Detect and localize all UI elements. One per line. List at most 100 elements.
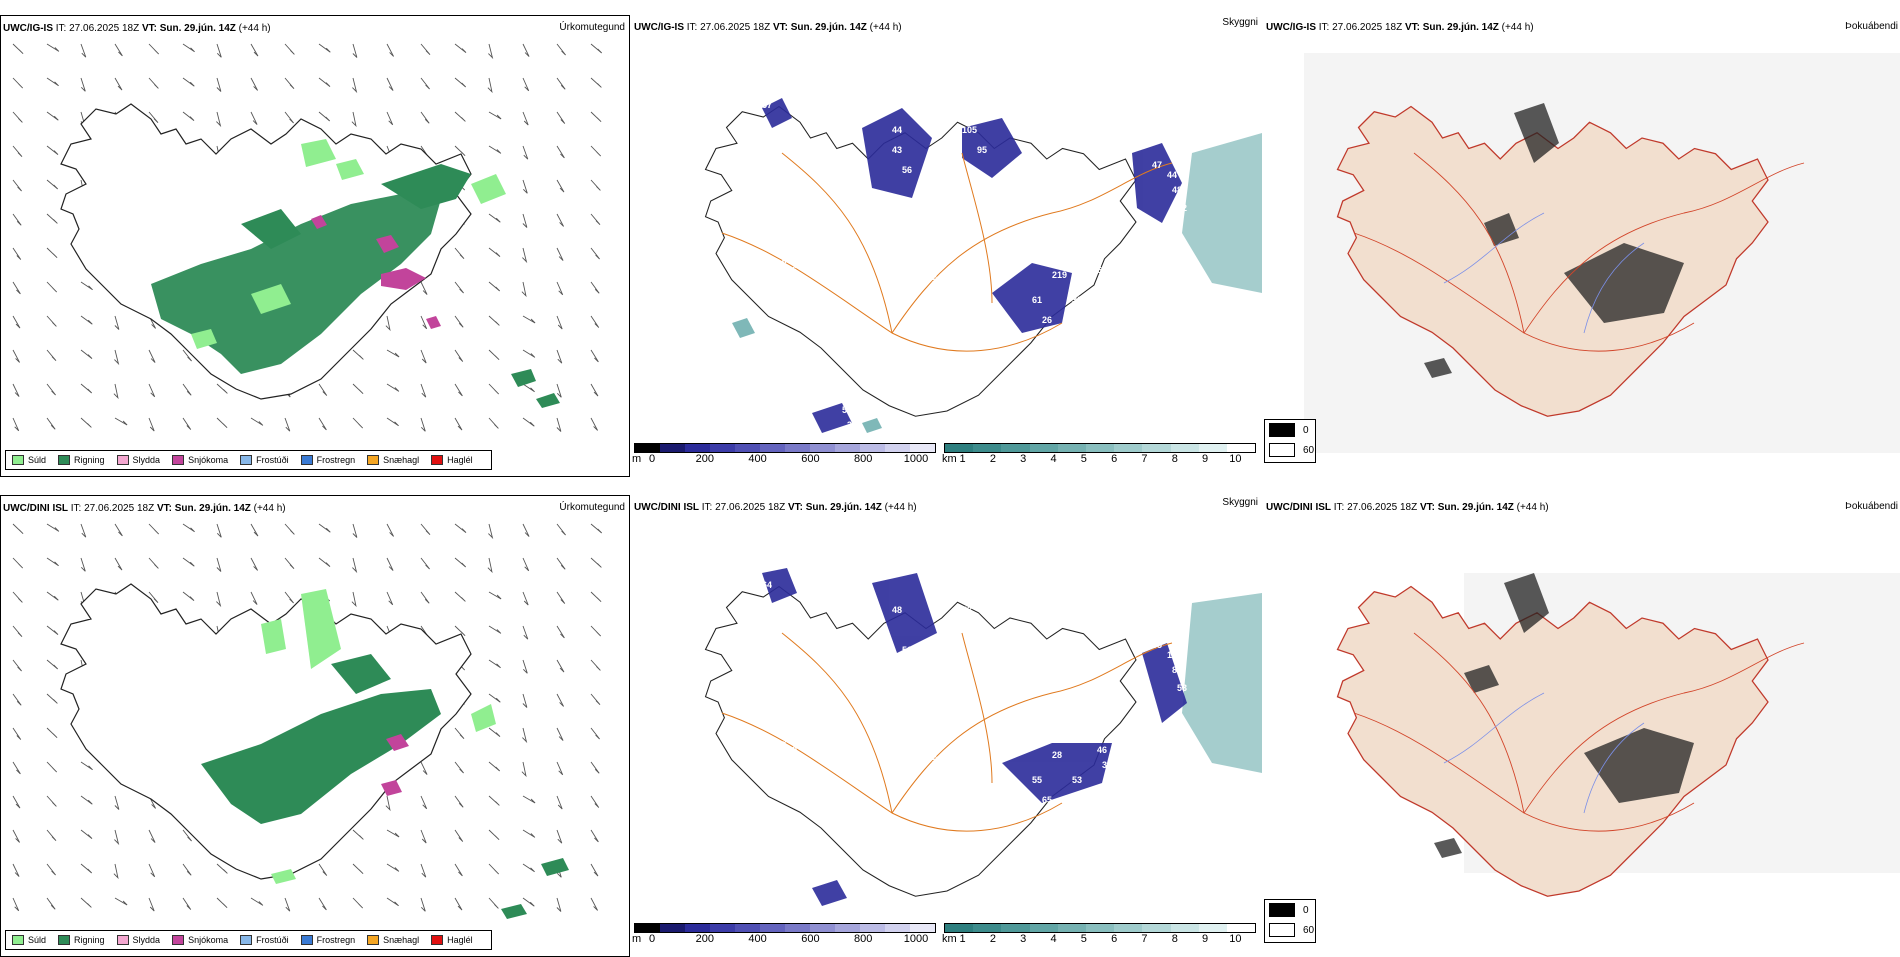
legend-item-snow: Snjókoma bbox=[172, 455, 228, 465]
panel-header: UWC/IG-IS IT: 27.06.2025 18Z VT: Sun. 29… bbox=[1266, 22, 1534, 33]
wind-barb bbox=[46, 625, 59, 635]
wind-barb bbox=[454, 761, 464, 774]
ceiling-value-label: 67 bbox=[1112, 205, 1122, 215]
wind-barb bbox=[148, 591, 159, 604]
ceiling-value-label: 20 bbox=[922, 255, 932, 265]
wind-barb bbox=[352, 557, 358, 574]
wind-barb bbox=[386, 523, 394, 537]
colorbar-tick-label: 8 bbox=[1171, 933, 1178, 945]
wind-barb bbox=[386, 111, 394, 126]
wind-barb bbox=[46, 523, 60, 532]
legend-item-snow-pellets: Snæhagl bbox=[367, 455, 419, 465]
colorbar-segment bbox=[973, 924, 1002, 932]
wind-barb bbox=[556, 557, 566, 570]
wind-barb bbox=[420, 77, 430, 90]
panel-header: UWC/DINI ISL IT: 27.06.2025 18Z VT: Sun.… bbox=[634, 502, 917, 513]
wind-barb bbox=[487, 77, 493, 94]
colorbar-segment bbox=[973, 444, 1002, 452]
ceiling-value-label: 302 bbox=[1072, 295, 1087, 305]
wind-barb bbox=[12, 247, 22, 260]
wind-barb bbox=[46, 77, 59, 87]
wind-barb bbox=[216, 523, 222, 538]
wind-barb bbox=[556, 247, 564, 261]
wind-barb bbox=[590, 625, 602, 637]
ceiling-value-label: 64 bbox=[762, 580, 772, 590]
colorbar-segment bbox=[785, 444, 810, 452]
iceland-outline bbox=[1336, 105, 1769, 417]
wind-barb bbox=[590, 247, 600, 260]
colorbar-segment bbox=[810, 924, 835, 932]
ceiling-value-label: 219 bbox=[1052, 270, 1067, 280]
wind-barb bbox=[386, 897, 399, 907]
wind-barb bbox=[487, 557, 493, 574]
wind-barb bbox=[385, 315, 391, 332]
wind-barb bbox=[12, 557, 24, 569]
wind-barb bbox=[250, 557, 258, 571]
wind-barb bbox=[522, 693, 528, 708]
wind-barb bbox=[590, 829, 599, 843]
wind-barb bbox=[12, 761, 21, 775]
wind-barb bbox=[46, 315, 57, 327]
wind-barb bbox=[46, 145, 59, 155]
ceiling-value-label: 38 bbox=[1102, 760, 1112, 770]
wind-barb bbox=[454, 247, 465, 260]
legend-swatch bbox=[431, 455, 444, 465]
wind-barb bbox=[522, 897, 535, 907]
ceiling-value-label: 47 bbox=[1152, 160, 1162, 170]
precip-panel-dini: UWC/DINI ISL IT: 27.06.2025 18Z VT: Sun.… bbox=[0, 495, 630, 957]
ceiling-value-label: 65 bbox=[1042, 795, 1052, 805]
colorbar-segment bbox=[1114, 924, 1143, 932]
wind-barb bbox=[488, 727, 501, 737]
colorbar-segment bbox=[785, 924, 810, 932]
ceiling-value-label: 46 bbox=[1097, 745, 1107, 755]
wind-barb bbox=[80, 315, 93, 325]
wind-barb bbox=[522, 111, 529, 126]
rivers bbox=[1443, 212, 1645, 334]
colorbar-segment bbox=[860, 444, 885, 452]
colorbar-tick-label: 5 bbox=[1080, 453, 1087, 465]
wind-barb bbox=[522, 863, 535, 873]
wind-barb bbox=[420, 43, 431, 56]
colorbar-tick-label: 10 bbox=[1229, 453, 1242, 465]
wind-barb bbox=[556, 625, 565, 639]
wind-barb bbox=[522, 591, 529, 606]
wind-barb bbox=[420, 591, 430, 604]
wind-barb bbox=[420, 349, 427, 364]
colorbar-segment bbox=[885, 924, 910, 932]
colorbar-segment bbox=[945, 444, 974, 452]
colorbar-segment bbox=[635, 444, 660, 452]
visibility-colorbar-fill bbox=[944, 923, 1256, 933]
wind-barb bbox=[590, 179, 601, 191]
wind-barb bbox=[12, 417, 20, 432]
wind-barb bbox=[590, 315, 600, 328]
colorbar-tick-label: 200 bbox=[695, 453, 714, 465]
panel-header: UWC/DINI ISL IT: 27.06.2025 18Z VT: Sun.… bbox=[1266, 502, 1549, 513]
wind-barb bbox=[148, 417, 155, 432]
colorbar-segment bbox=[810, 444, 835, 452]
wind-barb bbox=[590, 145, 602, 157]
wind-barb bbox=[386, 43, 394, 57]
wind-barb bbox=[352, 863, 364, 875]
colorbar-tick-label: 4 bbox=[1050, 453, 1057, 465]
wind-barb bbox=[12, 111, 23, 123]
colorbar-segment bbox=[685, 924, 710, 932]
wind-barb bbox=[386, 77, 394, 91]
ceiling-value-label: 93 bbox=[782, 735, 792, 745]
ceiling-value-label: 57 bbox=[932, 755, 942, 765]
wind-barb bbox=[148, 863, 156, 878]
ceiling-value-label: 105 bbox=[962, 125, 977, 135]
wind-barb bbox=[488, 761, 501, 772]
legend-swatch bbox=[300, 935, 313, 945]
ceiling-unit: m bbox=[632, 933, 642, 945]
precip-snow bbox=[381, 734, 409, 796]
roads bbox=[721, 632, 1173, 832]
colorbar-tick-label: 1000 bbox=[903, 933, 929, 945]
wind-barb bbox=[148, 349, 156, 363]
colorbar-tick-label: 8 bbox=[1171, 453, 1178, 465]
legend-swatch bbox=[58, 935, 71, 945]
precip-map bbox=[12, 523, 603, 919]
iceland-outline bbox=[704, 585, 1137, 897]
wind-barb bbox=[556, 349, 563, 364]
ceiling-value-label: 32 bbox=[1022, 720, 1032, 730]
